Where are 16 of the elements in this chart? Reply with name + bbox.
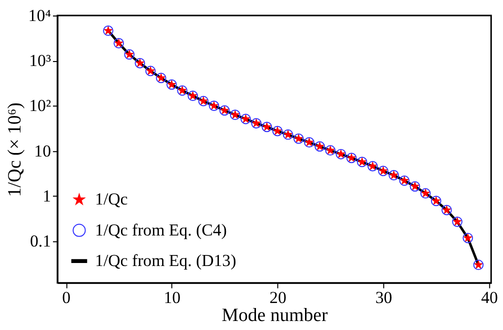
y-tick-label: 10³ [29, 51, 51, 70]
x-tick-label: 20 [270, 288, 286, 308]
legend-label: 1/Qc from Eq. (D13) [95, 251, 236, 270]
x-axis-title: Mode number [222, 304, 328, 326]
legend-label: 1/Qc from Eq. (C4) [95, 220, 227, 240]
y-tick-label: 10⁴ [28, 6, 52, 25]
y-axis-title: 1/Qc (× 10⁶) [4, 102, 26, 197]
y-tick-label: 10 [34, 141, 51, 160]
y-tick-label: 10² [29, 96, 51, 116]
x-tick-label: 0 [62, 288, 71, 308]
y-tick-label: 1 [42, 186, 51, 206]
x-tick-label: 40 [481, 288, 498, 308]
x-tick-label: 30 [375, 288, 392, 308]
legend-label: 1/Qc [95, 190, 128, 209]
x-tick-label: 10 [164, 288, 181, 308]
y-tick-label: 0.1 [30, 232, 51, 251]
